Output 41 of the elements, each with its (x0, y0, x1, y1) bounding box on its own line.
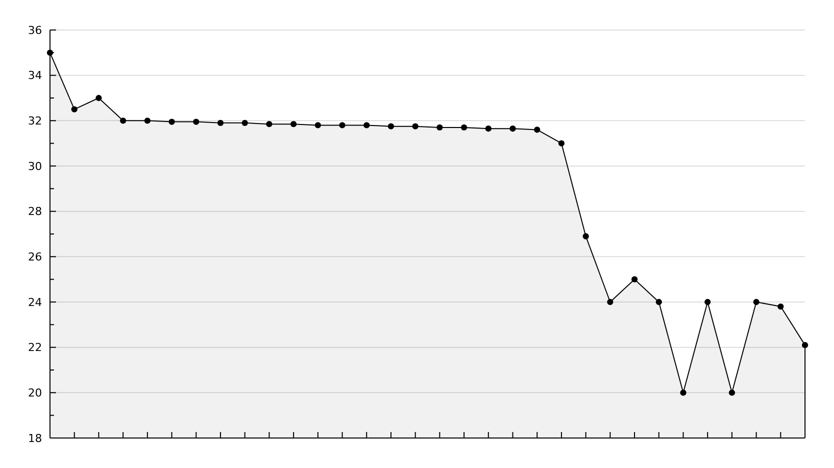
point (364, 122, 370, 128)
point (802, 342, 808, 348)
point (704, 298, 711, 306)
point (266, 120, 272, 128)
point (96, 94, 102, 102)
y-tick-label: 34 (28, 69, 42, 82)
point (436, 124, 443, 131)
point (656, 298, 662, 306)
point (728, 390, 736, 396)
point (753, 298, 760, 306)
y-tick-label: 36 (28, 24, 42, 37)
y-tick-label: 24 (28, 296, 42, 309)
point (120, 118, 126, 124)
point (242, 120, 248, 126)
point (388, 123, 394, 130)
point (339, 122, 346, 128)
point (558, 140, 565, 146)
point (412, 123, 418, 130)
point (607, 298, 614, 306)
point (144, 118, 151, 124)
point (217, 120, 224, 126)
point (510, 126, 516, 132)
point (168, 118, 175, 125)
point (778, 303, 784, 310)
point (534, 126, 540, 133)
point (631, 276, 638, 282)
point (680, 390, 686, 396)
point (460, 124, 468, 131)
y-tick-label: 32 (28, 114, 42, 128)
y-tick-label: 20 (28, 386, 42, 400)
y-tick-label: 30 (28, 160, 42, 173)
y-tick-label: 26 (28, 250, 42, 264)
point (314, 122, 321, 128)
point (582, 233, 589, 240)
point (485, 126, 492, 132)
point (71, 106, 78, 112)
point (193, 118, 200, 125)
y-tick-label: 28 (28, 205, 42, 218)
point (290, 120, 297, 128)
y-tick-label: 22 (28, 341, 42, 354)
y-tick-label: 18 (28, 432, 42, 445)
